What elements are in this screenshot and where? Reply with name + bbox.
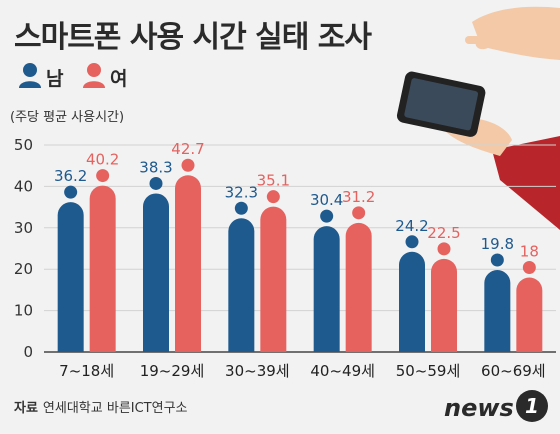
source-note: 자료 연세대학교 바른ICT연구소 bbox=[14, 397, 188, 416]
bar-female bbox=[175, 175, 201, 352]
data-label: 38.3 bbox=[139, 158, 172, 176]
bar-head-dot bbox=[64, 185, 78, 199]
bar-male bbox=[228, 218, 255, 352]
legend-female-label: 여 bbox=[110, 68, 128, 90]
x-tick-label: 60~69세 bbox=[481, 362, 546, 380]
x-tick-label: 7~18세 bbox=[59, 362, 114, 380]
data-label: 36.2 bbox=[54, 167, 87, 185]
y-tick-label: 40 bbox=[14, 177, 33, 195]
logo-badge: 1 bbox=[516, 390, 548, 422]
data-label: 24.2 bbox=[395, 217, 428, 235]
bar-head-dot bbox=[149, 176, 163, 190]
y-tick-label: 10 bbox=[14, 302, 33, 320]
bar-head-dot bbox=[490, 253, 504, 267]
bar-head-dot bbox=[266, 190, 280, 204]
bar-head-dot bbox=[96, 169, 110, 183]
data-label: 18 bbox=[520, 242, 539, 260]
female-person-icon bbox=[83, 63, 105, 88]
data-label: 32.3 bbox=[225, 183, 258, 201]
bar-head-dot bbox=[352, 206, 366, 220]
y-tick-label: 50 bbox=[14, 136, 33, 154]
source-text: 연세대학교 바른ICT연구소 bbox=[42, 401, 188, 416]
data-label: 35.1 bbox=[257, 172, 290, 190]
x-tick-label: 30~39세 bbox=[225, 362, 290, 380]
x-tick-label: 19~29세 bbox=[140, 362, 205, 380]
bar-head-dot bbox=[437, 242, 451, 256]
news1-logo: news 1 bbox=[444, 388, 554, 424]
y-tick-label: 20 bbox=[14, 260, 33, 278]
legend-male-label: 남 bbox=[46, 68, 64, 90]
male-person-icon bbox=[19, 63, 41, 88]
bar-male bbox=[143, 193, 169, 352]
y-tick-label: 0 bbox=[23, 343, 33, 361]
data-label: 40.2 bbox=[86, 151, 119, 169]
logo-text: news bbox=[444, 394, 514, 422]
bar-head-dot bbox=[234, 201, 248, 215]
bar-head-dot bbox=[320, 209, 334, 223]
data-label: 31.2 bbox=[342, 188, 375, 206]
data-label: 19.8 bbox=[481, 235, 514, 253]
data-label: 22.5 bbox=[427, 224, 460, 242]
bar-female bbox=[516, 277, 543, 352]
bar-male bbox=[57, 202, 84, 352]
bar-head-dot bbox=[405, 235, 419, 249]
bar-head-dot bbox=[181, 158, 195, 172]
bar-male bbox=[313, 226, 340, 352]
bar-female bbox=[345, 222, 372, 352]
page-title: 스마트폰 사용 시간 실태 조사 bbox=[14, 20, 372, 55]
bar-female bbox=[431, 258, 457, 352]
bar-male bbox=[484, 270, 511, 352]
y-tick-label: 30 bbox=[14, 219, 33, 237]
bar-head-dot bbox=[522, 260, 536, 274]
data-label: 42.7 bbox=[171, 140, 204, 158]
bar-female bbox=[89, 185, 116, 352]
bar-female bbox=[260, 206, 287, 352]
bar-male bbox=[399, 251, 425, 352]
x-tick-label: 40~49세 bbox=[310, 362, 375, 380]
x-tick-label: 50~59세 bbox=[396, 362, 461, 380]
y-axis-label: (주당 평균 사용시간) bbox=[10, 110, 125, 125]
data-label: 30.4 bbox=[310, 191, 343, 209]
source-label: 자료 bbox=[14, 401, 38, 416]
